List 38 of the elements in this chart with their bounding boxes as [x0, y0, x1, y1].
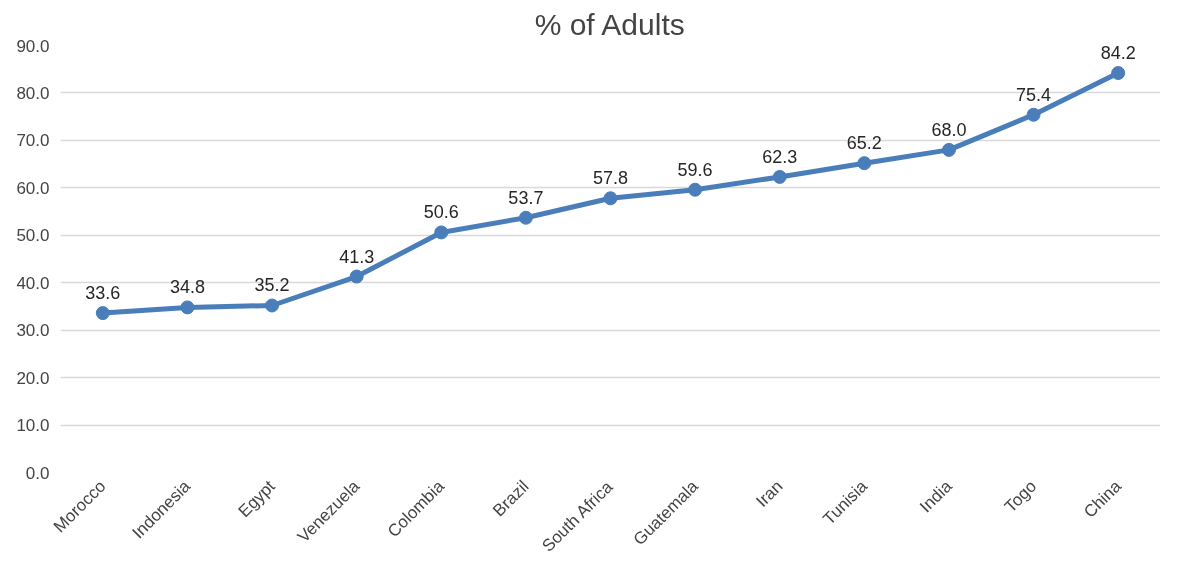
y-tick-label: 80.0: [16, 83, 50, 103]
data-label: 41.3: [339, 246, 375, 267]
data-label: 75.4: [1016, 84, 1052, 105]
y-tick-label: 50.0: [16, 226, 50, 246]
data-label: 57.8: [592, 168, 629, 189]
y-tick-label: 40.0: [16, 273, 50, 293]
point: [265, 298, 280, 313]
data-label: 68.0: [931, 119, 967, 140]
y-tick-label: 90.0: [16, 36, 50, 56]
point: [1111, 66, 1126, 80]
y-tick-label: 10.0: [16, 416, 50, 436]
data-label: 33.6: [85, 283, 121, 304]
point: [180, 300, 195, 315]
point: [941, 142, 956, 157]
point: [518, 210, 533, 225]
data-label: 62.3: [762, 146, 798, 167]
point: [688, 182, 703, 197]
point: [772, 169, 787, 184]
x-tick-label: Iran: [752, 476, 787, 511]
data-label: 34.8: [169, 277, 205, 298]
point: [857, 156, 872, 171]
data-label: 65.2: [846, 133, 882, 154]
y-tick-label: 60.0: [16, 178, 50, 198]
data-label: 84.2: [1100, 43, 1136, 64]
chart-title: % of Adults: [534, 7, 685, 41]
y-tick-label: 20.0: [16, 368, 50, 388]
point: [1026, 107, 1041, 122]
y-tick-label: 0.0: [25, 463, 50, 483]
y-tick-label: 30.0: [16, 321, 50, 341]
data-label: 53.7: [508, 187, 544, 208]
y-tick-label: 70.0: [16, 131, 50, 151]
data-label: 59.6: [677, 159, 713, 180]
point: [349, 269, 364, 284]
point: [603, 191, 618, 206]
data-label: 50.6: [423, 202, 459, 223]
point: [434, 225, 449, 240]
point: [95, 306, 110, 321]
data-label: 35.2: [254, 275, 290, 296]
